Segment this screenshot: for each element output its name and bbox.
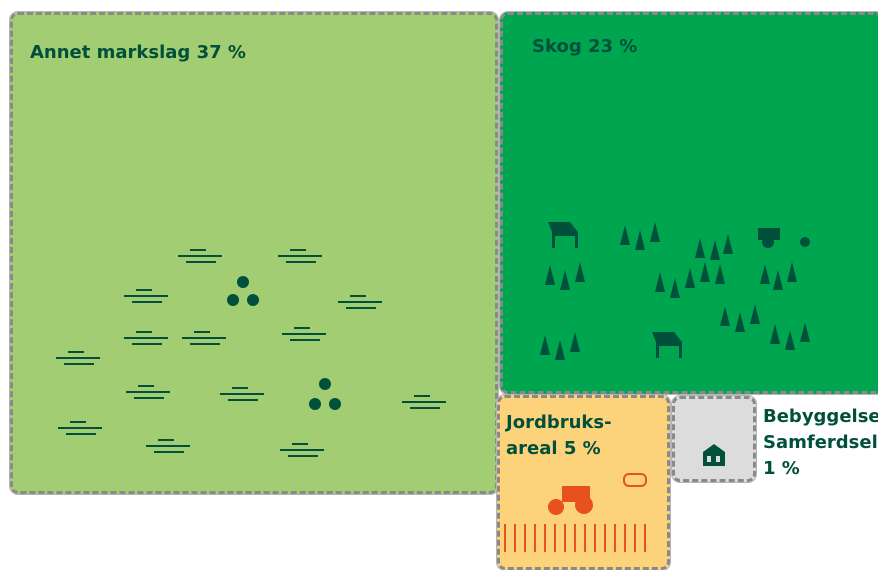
tile: [10, 12, 498, 494]
page: {"chart_data": {"type": "treemap", "cate…: [0, 0, 878, 565]
tile: [500, 12, 878, 394]
category-name: Bebyggelse Samferdsel: [763, 406, 878, 453]
category-name: Skog: [532, 36, 582, 57]
value-label: 1 %: [763, 458, 800, 479]
tile: [672, 396, 756, 482]
tile-label: Annet markslag 37 %: [30, 40, 450, 66]
value-label: 37 %: [197, 42, 246, 63]
tile-label: Bebyggelse Samferdsel 1 %: [763, 404, 878, 482]
value-label: 5 %: [564, 438, 601, 459]
category-name: Annet markslag: [30, 42, 190, 63]
tile-label: Skog 23 %: [532, 34, 832, 60]
value-label: 23 %: [588, 36, 637, 57]
tile-label: Jordbruks-areal 5 %: [506, 410, 626, 462]
